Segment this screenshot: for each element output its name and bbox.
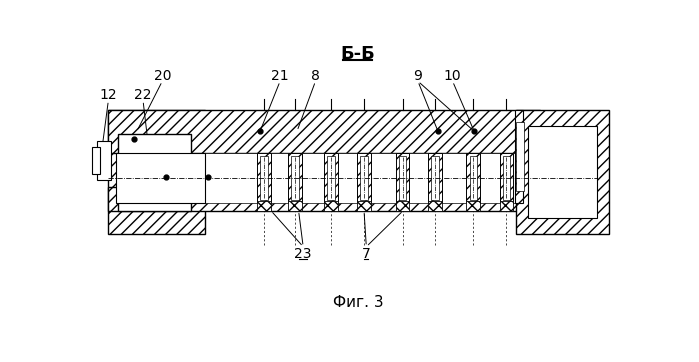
Bar [396,153,410,203]
Text: 22: 22 [134,88,152,102]
Text: 7: 7 [362,247,370,261]
Bar [431,156,439,200]
Text: Фиг. 3: Фиг. 3 [333,295,383,311]
Bar [466,201,480,211]
Bar [257,153,271,203]
Text: 8: 8 [311,69,320,83]
Bar [288,153,302,203]
Bar [257,201,271,211]
Bar [428,153,442,203]
Bar [503,156,510,200]
Bar [108,110,205,233]
Text: 12: 12 [99,88,117,102]
Bar [117,134,191,211]
Bar [108,110,540,153]
Bar [466,153,480,203]
Bar [517,110,609,233]
Bar [97,141,110,180]
Bar [108,188,540,211]
Bar [515,110,523,203]
Text: 21: 21 [271,69,289,83]
Bar [260,156,268,200]
Bar [288,201,302,211]
Bar [116,153,205,203]
Bar [500,153,513,203]
Bar [396,201,410,211]
Bar [357,201,371,211]
Text: 10: 10 [444,69,461,83]
Bar [324,153,338,203]
Text: 20: 20 [154,69,171,83]
Bar [324,201,338,211]
Bar [291,156,298,200]
Text: 9: 9 [414,69,422,83]
Bar [428,201,442,211]
Bar [470,156,477,200]
Bar [92,147,100,173]
Bar [517,122,524,191]
Bar [500,201,513,211]
Bar [327,156,335,200]
Text: Б-Б: Б-Б [340,45,375,63]
Bar [360,156,368,200]
Bar [528,126,598,218]
Bar [357,153,371,203]
Bar [203,153,517,203]
Text: 23: 23 [294,247,312,261]
Bar [398,156,406,200]
